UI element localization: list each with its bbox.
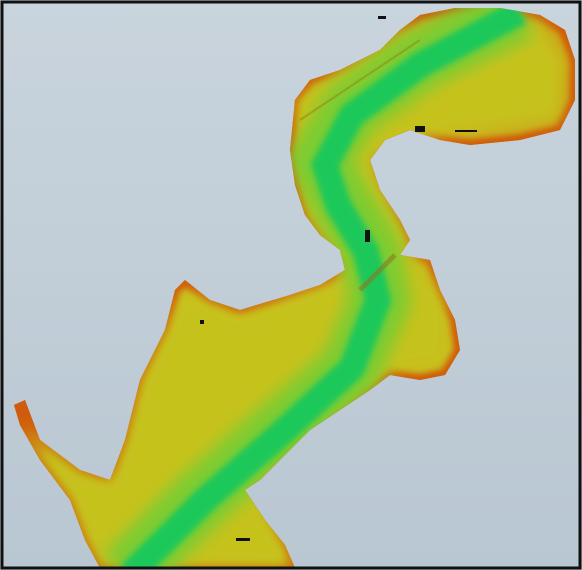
- void: [200, 320, 204, 324]
- crossing: [358, 253, 397, 292]
- terrain-plateau: [20, 20, 565, 568]
- void: [236, 538, 250, 541]
- void: [378, 16, 386, 19]
- ridge: [299, 39, 421, 121]
- void: [415, 126, 425, 132]
- channel: [120, 8, 527, 568]
- void: [455, 130, 477, 132]
- voids: [200, 16, 477, 541]
- void: [365, 230, 370, 242]
